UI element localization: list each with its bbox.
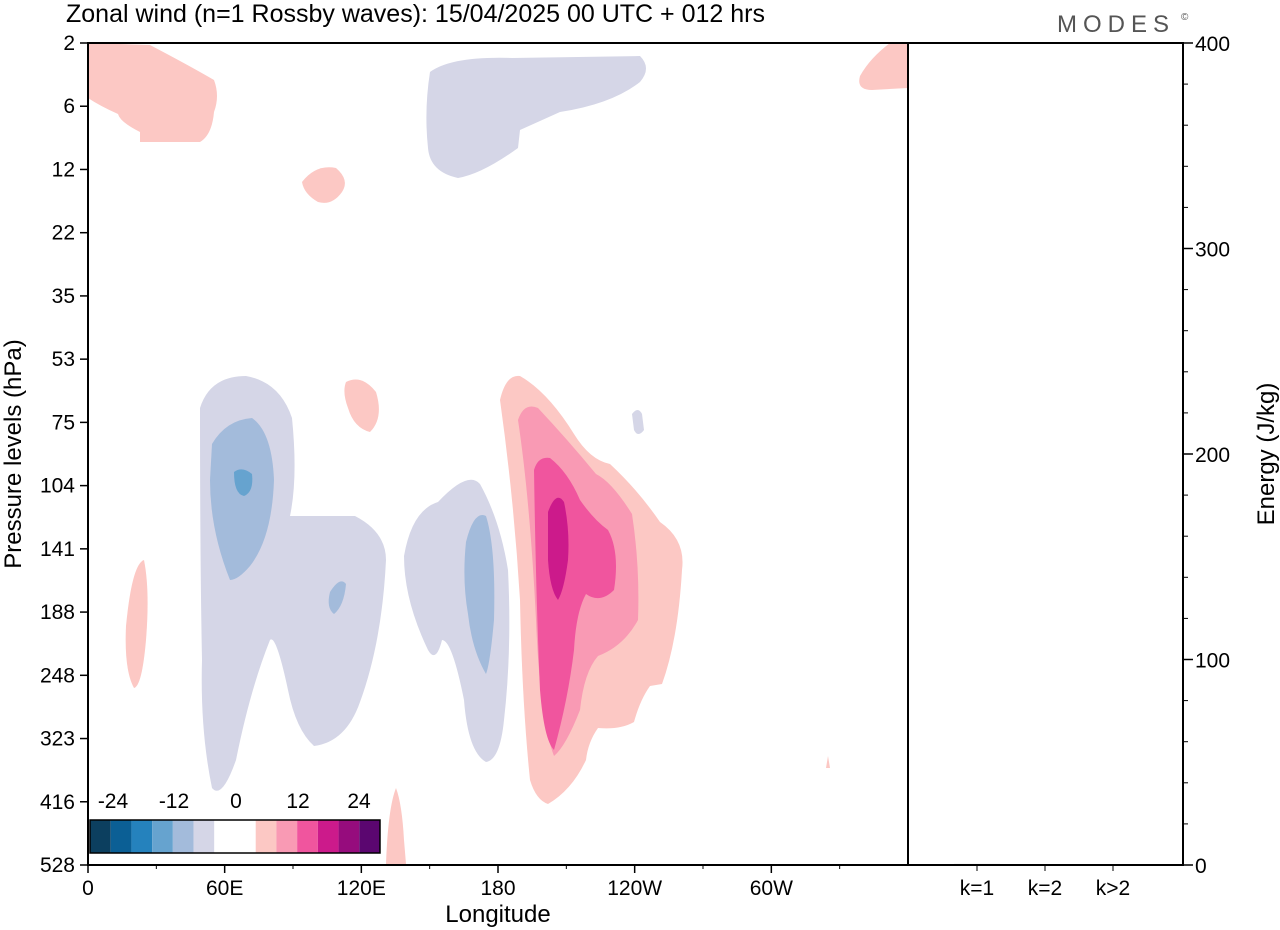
x-tick-label: 120E: [337, 877, 386, 900]
contour-neg-left-mid: [210, 418, 274, 580]
energy-panel: 0 100 200 300 400 k=1 k=2 k>2 Energy (J/kg): [907, 33, 1280, 900]
contour-layer: [88, 43, 908, 864]
y-tick-label: 141: [40, 538, 75, 561]
colorbar-label: -12: [159, 790, 189, 813]
contour-pos-left-thin: [125, 560, 148, 688]
y-tick-label: 248: [40, 664, 75, 687]
colorbar-label: 12: [286, 790, 309, 813]
chart-title: Zonal wind (n=1 Rossby waves): 15/04/202…: [66, 0, 765, 28]
contour-neg-middle-core: [464, 515, 495, 674]
colorbar: [89, 819, 381, 854]
y-tick-label: 22: [52, 222, 75, 245]
contour-pos-bottom: [386, 788, 406, 864]
colorbar-label: 24: [347, 790, 371, 813]
energy-tick-label: 200: [1195, 444, 1230, 467]
contour-pos-core: [548, 497, 569, 600]
y-tick-label: 323: [40, 728, 75, 751]
x-tick-label: 180: [480, 877, 515, 900]
contour-pos-speck: [826, 756, 830, 768]
x-tick-label: 60W: [750, 877, 793, 900]
energy-tick-label: 100: [1195, 650, 1230, 673]
colorbar-swatch: [172, 820, 194, 853]
x-axis-ticks: 0 60E 120E 180 120W 60W: [82, 865, 841, 900]
y-tick-label: 35: [52, 285, 75, 308]
y-tick-label: 12: [52, 158, 75, 181]
energy-category-label: k=2: [1028, 877, 1062, 900]
x-axis-label: Longitude: [445, 901, 550, 928]
energy-category-label: k>2: [1096, 877, 1130, 900]
brand-mark: ©: [1181, 12, 1189, 23]
y-tick-label: 416: [40, 791, 75, 814]
colorbar-swatch: [193, 820, 215, 853]
colorbar-swatch: [297, 820, 318, 853]
energy-frame: [907, 42, 1184, 866]
colorbar-swatch: [131, 820, 153, 853]
x-tick-label: 120W: [607, 877, 662, 900]
x-tick-label: 60E: [206, 877, 243, 900]
y-tick-label: 53: [52, 348, 75, 371]
contour-pos-small-upper: [302, 167, 345, 203]
colorbar-border: [89, 819, 381, 854]
contour-neg-top: [426, 56, 646, 178]
contour-neg-tiny: [632, 410, 644, 434]
brand-logo: MODES: [1057, 11, 1175, 38]
y-tick-label: 75: [52, 411, 75, 434]
x-tick-label: 0: [82, 877, 94, 900]
contour-pos-top-right: [859, 43, 908, 90]
energy-axis-ticks: 0 100 200 300 400: [1183, 33, 1230, 878]
colorbar-label: -24: [98, 790, 129, 813]
colorbar-swatch: [214, 820, 235, 853]
colorbar-swatch: [338, 820, 360, 853]
y-tick-label: 188: [40, 601, 75, 624]
colorbar-swatch: [110, 820, 132, 853]
colorbar-swatch: [255, 820, 277, 853]
contour-neg-left-core: [234, 469, 253, 496]
y-tick-label: 528: [40, 854, 75, 877]
y-tick-label: 2: [63, 32, 75, 55]
colorbar-swatch: [152, 820, 173, 853]
y-axis-ticks: 2 6 12 22 35 53 75 104 141 188 248 323 416 528: [40, 32, 88, 877]
y-tick-label: 6: [63, 95, 75, 118]
colorbar-label: 0: [230, 790, 242, 813]
energy-tick-label: 400: [1195, 33, 1230, 56]
contour-pos-mid-upper: [344, 379, 379, 432]
y-tick-label: 104: [40, 475, 75, 498]
contour-pos-top-left: [88, 43, 217, 142]
colorbar-labels: -24 -12 0 12 24: [98, 790, 371, 813]
colorbar-swatch: [90, 820, 111, 853]
energy-tick-label: 300: [1195, 239, 1230, 262]
y-axis-label: Pressure levels (hPa): [0, 339, 27, 568]
energy-categories: k=1 k=2 k>2: [960, 865, 1130, 900]
contour-neg-small: [328, 581, 346, 614]
colorbar-swatch: [359, 820, 380, 853]
colorbar-swatch: [276, 820, 298, 853]
heatmap-panel: -24 -12 0 12 24 0 60E 120E 180 120W 60W 26122…: [0, 32, 909, 928]
energy-tick-label: 0: [1195, 855, 1207, 878]
colorbar-swatch: [317, 820, 339, 853]
energy-category-label: k=1: [960, 877, 994, 900]
colorbar-swatch: [235, 820, 256, 853]
energy-axis-label: Energy (J/kg): [1253, 383, 1280, 526]
